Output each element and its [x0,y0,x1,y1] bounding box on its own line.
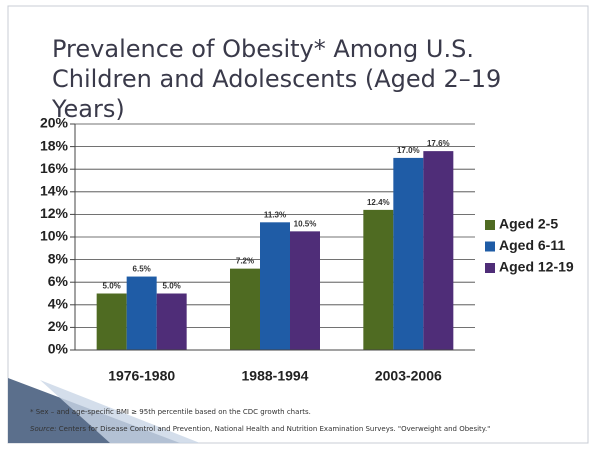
bar [423,151,454,350]
x-tick-label: 1976-1980 [108,368,175,384]
data-label: 5.0% [163,282,181,291]
bar [260,222,290,350]
footnote: * Sex – and age-specific BMI ≥ 95th perc… [30,408,311,416]
legend-label: Aged 6-11 [499,237,565,253]
data-label: 11.3% [264,210,286,219]
bar [393,157,424,350]
bar [290,231,320,350]
y-tick-label: 6% [48,273,69,289]
data-label: 6.5% [133,265,151,274]
y-tick-label: 16% [40,160,69,176]
y-tick-label: 12% [40,205,69,221]
footnotes: * Sex – and age-specific BMI ≥ 95th perc… [30,404,590,438]
bar [156,293,187,350]
source-label: Source: [30,425,57,433]
data-label: 5.0% [103,282,121,291]
bar [230,268,260,350]
x-tick-label: 2003-2006 [375,368,442,384]
y-tick-label: 2% [48,318,69,334]
x-tick-label: 1988-1994 [242,368,309,384]
y-tick-label: 18% [40,137,69,153]
source: Source: Centers for Disease Control and … [30,421,590,438]
legend-label: Aged 2-5 [499,216,558,232]
y-tick-label: 0% [48,341,69,357]
y-tick-label: 4% [48,296,69,312]
legend-swatch [485,263,495,273]
source-text: Centers for Disease Control and Preventi… [58,425,491,433]
data-label: 12.4% [367,198,390,207]
bar [363,209,394,350]
y-tick-label: 10% [40,228,69,244]
legend-label: Aged 12-19 [499,259,574,275]
slide-border [7,5,589,444]
data-label: 7.2% [236,257,254,266]
legend-swatch [485,220,495,230]
data-label: 17.0% [397,146,420,155]
data-label: 10.5% [294,219,317,228]
data-label: 17.6% [427,139,450,148]
legend-swatch [485,241,495,252]
corner-decoration [40,380,200,443]
y-tick-label: 20% [40,115,69,131]
y-tick-label: 14% [40,183,69,199]
y-tick-label: 8% [48,250,69,266]
bar [96,293,127,350]
bar [126,276,157,350]
chart-title: Prevalence of Obesity* Among U.S. Childr… [52,35,502,123]
